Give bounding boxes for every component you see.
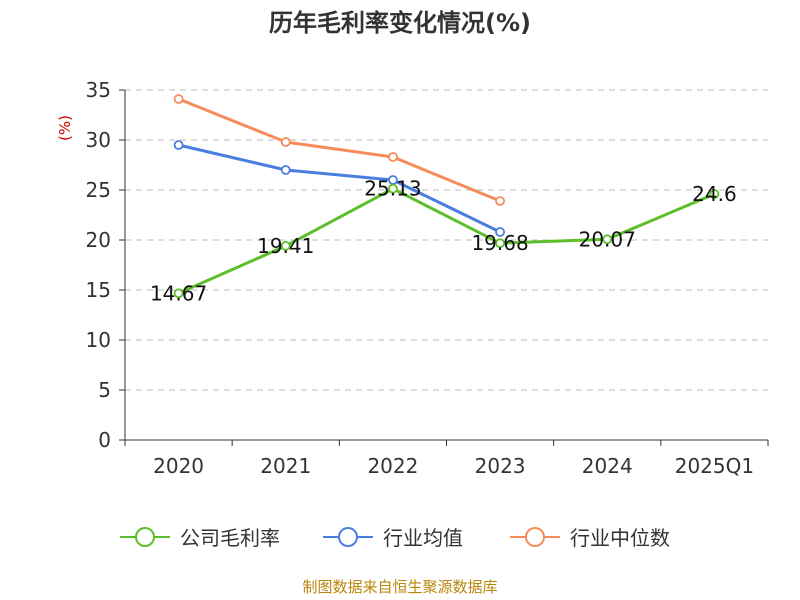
y-tick-label: 25: [86, 178, 111, 202]
data-labels: 14.67 19.41 25.13 19.68 20.07 24.6: [150, 177, 737, 306]
data-point[interactable]: [280, 240, 291, 251]
y-tick-label: 10: [86, 328, 111, 352]
legend-marker: [525, 527, 545, 547]
legend-label: 行业中位数: [570, 526, 670, 550]
data-point[interactable]: [280, 165, 291, 175]
data-label: 19.68: [471, 231, 528, 255]
data-label: 19.41: [257, 234, 314, 258]
grid: [125, 89, 768, 391]
data-point[interactable]: [709, 189, 720, 199]
data-point[interactable]: [495, 238, 505, 249]
chart-title: 历年毛利率变化情况(%): [269, 9, 531, 37]
series-line: [177, 187, 716, 295]
series-line: [178, 97, 501, 203]
data-label: 14.67: [150, 281, 207, 305]
legend-label: 行业均值: [383, 526, 463, 550]
axes: 0 5 10 15 20 25 30 35 2020 2021 2022 2023 2024 2025Q1: [86, 78, 769, 478]
data-point[interactable]: [173, 140, 184, 150]
y-axis-label: (%): [56, 115, 74, 141]
legend-item[interactable]: 行业均值: [323, 526, 463, 550]
x-tick-label: 2024: [582, 454, 633, 478]
legend-marker: [338, 527, 358, 547]
series-layer: [173, 94, 720, 299]
source-note: 制图数据来自恒生聚源数据库: [302, 578, 497, 596]
data-label: 20.07: [579, 227, 636, 251]
y-tick-label: 30: [86, 128, 111, 152]
y-tick-label: 15: [86, 278, 111, 302]
y-tick-label: 0: [98, 428, 111, 452]
data-point[interactable]: [388, 183, 398, 194]
data-point[interactable]: [388, 152, 398, 162]
x-tick-label: 2025Q1: [675, 454, 754, 478]
data-point[interactable]: [280, 137, 291, 147]
data-point[interactable]: [173, 288, 184, 299]
x-tick-label: 2021: [260, 454, 311, 478]
series-line: [178, 143, 501, 234]
x-tick-label: 2022: [367, 454, 418, 478]
legend[interactable]: 公司毛利率 行业均值 行业中位数: [120, 526, 670, 550]
data-point[interactable]: [495, 227, 505, 237]
legend-label: 公司毛利率: [180, 526, 280, 550]
x-tick-label: 2023: [475, 454, 526, 478]
y-tick-label: 20: [86, 228, 111, 252]
x-tick-label: 2020: [153, 454, 204, 478]
legend-item[interactable]: 行业中位数: [510, 526, 670, 550]
legend-item[interactable]: 公司毛利率: [120, 526, 280, 550]
y-tick-label: 5: [98, 378, 111, 402]
data-label: 24.6: [692, 182, 737, 206]
y-tick-label: 35: [86, 78, 111, 102]
legend-marker: [135, 527, 155, 547]
data-point[interactable]: [173, 94, 184, 104]
data-point[interactable]: [602, 234, 613, 245]
data-label: 25.13: [364, 177, 421, 201]
data-point[interactable]: [495, 196, 505, 206]
